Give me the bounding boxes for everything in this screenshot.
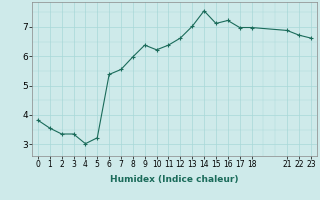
X-axis label: Humidex (Indice chaleur): Humidex (Indice chaleur) <box>110 175 239 184</box>
